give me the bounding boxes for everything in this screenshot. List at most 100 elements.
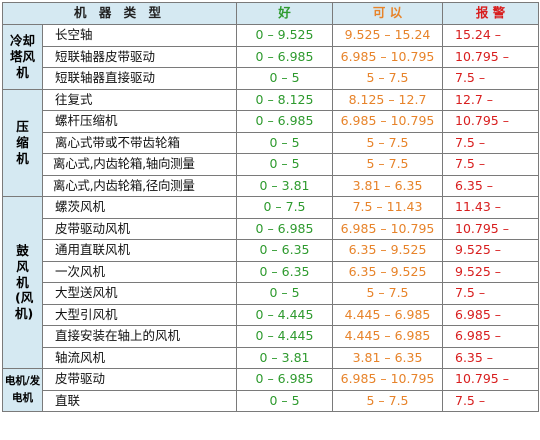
acceptable-cell: 5 – 7.5 bbox=[332, 389, 443, 412]
acceptable-cell: 6.35 – 9.525 bbox=[332, 239, 443, 262]
good-cell: 0 – 8.125 bbox=[236, 88, 333, 111]
category-blower-fan: 鼓风机(风机) bbox=[2, 196, 43, 369]
alarm-cell: 6.985 – bbox=[442, 303, 539, 326]
vibration-severity-table: 机 器 类 型 好 可 以 报 警 冷却塔风机 长空轴 0 – 9.525 9.… bbox=[2, 2, 539, 412]
machine-cell: 往复式 bbox=[42, 88, 237, 111]
acceptable-cell: 6.35 – 9.525 bbox=[332, 260, 443, 283]
table-row: 冷却塔风机 长空轴 0 – 9.525 9.525 – 15.24 15.24 … bbox=[2, 24, 539, 90]
machine-cell: 螺杆压缩机 bbox=[42, 110, 237, 133]
table-row: 轴流风机 0 – 3.81 3.81 – 6.35 6.35 – bbox=[3, 346, 539, 369]
good-cell: 0 – 6.985 bbox=[236, 110, 333, 133]
table-row: 鼓风机(风机) 螺茨风机 0 – 7.5 7.5 – 11.43 11.43 – bbox=[2, 196, 539, 369]
machine-cell: 短联轴器皮带驱动 bbox=[42, 45, 237, 68]
alarm-cell: 9.525 – bbox=[442, 260, 539, 283]
table-row: 大型送风机 0 – 5 5 – 7.5 7.5 – bbox=[3, 282, 539, 305]
table-row: 电机/发电机 皮带驱动 0 – 6.985 6.985 – 10.795 10.… bbox=[2, 368, 539, 412]
machine-cell: 直联 bbox=[42, 389, 237, 412]
header-alarm: 报 警 bbox=[442, 2, 539, 25]
header-good: 好 bbox=[236, 2, 333, 25]
acceptable-cell: 6.985 – 10.795 bbox=[332, 217, 443, 240]
machine-cell: 直接安装在轴上的风机 bbox=[42, 325, 237, 348]
acceptable-cell: 5 – 7.5 bbox=[332, 131, 443, 154]
alarm-cell: 7.5 – bbox=[442, 131, 539, 154]
machine-cell: 皮带驱动风机 bbox=[42, 217, 237, 240]
good-cell: 0 – 3.81 bbox=[236, 174, 333, 197]
acceptable-cell: 5 – 7.5 bbox=[332, 282, 443, 305]
machine-cell: 轴流风机 bbox=[42, 346, 237, 369]
table-row: 大型引风机 0 – 4.445 4.445 – 6.985 6.985 – bbox=[3, 303, 539, 326]
header-row: 机 器 类 型 好 可 以 报 警 bbox=[2, 2, 539, 25]
machine-cell: 一次风机 bbox=[42, 260, 237, 283]
category-cooling-tower-fan: 冷却塔风机 bbox=[2, 24, 43, 90]
table-row: 通用直联风机 0 – 6.35 6.35 – 9.525 9.525 – bbox=[3, 239, 539, 262]
machine-cell: 离心式,内齿轮箱,径向测量 bbox=[42, 174, 237, 197]
machine-cell: 离心式带或不带齿轮箱 bbox=[42, 131, 237, 154]
acceptable-cell: 4.445 – 6.985 bbox=[332, 303, 443, 326]
good-cell: 0 – 5 bbox=[236, 67, 333, 90]
good-cell: 0 – 6.985 bbox=[236, 368, 333, 391]
alarm-cell: 7.5 – bbox=[442, 67, 539, 90]
acceptable-cell: 9.525 – 15.24 bbox=[332, 24, 443, 47]
acceptable-cell: 8.125 – 12.7 bbox=[332, 88, 443, 111]
table-row: 离心式带或不带齿轮箱 0 – 5 5 – 7.5 7.5 – bbox=[3, 131, 539, 154]
machine-cell: 大型引风机 bbox=[42, 303, 237, 326]
alarm-cell: 9.525 – bbox=[442, 239, 539, 262]
table-row: 皮带驱动风机 0 – 6.985 6.985 – 10.795 10.795 – bbox=[3, 217, 539, 240]
alarm-cell: 11.43 – bbox=[442, 196, 539, 219]
category-compressor: 压缩机 bbox=[2, 88, 43, 197]
table-row: 直接安装在轴上的风机 0 – 4.445 4.445 – 6.985 6.985… bbox=[3, 325, 539, 348]
table-row: 直联 0 – 5 5 – 7.5 7.5 – bbox=[3, 389, 539, 412]
good-cell: 0 – 4.445 bbox=[236, 303, 333, 326]
good-cell: 0 – 6.985 bbox=[236, 45, 333, 68]
good-cell: 0 – 5 bbox=[236, 131, 333, 154]
machine-cell: 长空轴 bbox=[42, 24, 237, 47]
acceptable-cell: 3.81 – 6.35 bbox=[332, 174, 443, 197]
good-cell: 0 – 5 bbox=[236, 153, 333, 176]
header-machine-type: 机 器 类 型 bbox=[2, 2, 237, 25]
alarm-cell: 7.5 – bbox=[442, 282, 539, 305]
alarm-cell: 6.35 – bbox=[442, 346, 539, 369]
acceptable-cell: 6.985 – 10.795 bbox=[332, 45, 443, 68]
good-cell: 0 – 6.35 bbox=[236, 260, 333, 283]
alarm-cell: 15.24 – bbox=[442, 24, 539, 47]
acceptable-cell: 7.5 – 11.43 bbox=[332, 196, 443, 219]
table-row: 短联轴器皮带驱动 0 – 6.985 6.985 – 10.795 10.795… bbox=[3, 45, 539, 68]
alarm-cell: 10.795 – bbox=[442, 45, 539, 68]
table-row: 短联轴器直接驱动 0 – 5 5 – 7.5 7.5 – bbox=[3, 67, 539, 90]
acceptable-cell: 3.81 – 6.35 bbox=[332, 346, 443, 369]
table-row: 离心式,内齿轮箱,径向测量 0 – 3.81 3.81 – 6.35 6.35 … bbox=[3, 174, 539, 197]
category-motor-generator: 电机/发电机 bbox=[2, 368, 43, 412]
machine-cell: 短联轴器直接驱动 bbox=[42, 67, 237, 90]
alarm-cell: 12.7 – bbox=[442, 88, 539, 111]
acceptable-cell: 5 – 7.5 bbox=[332, 153, 443, 176]
good-cell: 0 – 4.445 bbox=[236, 325, 333, 348]
machine-cell: 离心式,内齿轮箱,轴向测量 bbox=[42, 153, 237, 176]
good-cell: 0 – 5 bbox=[236, 389, 333, 412]
alarm-cell: 7.5 – bbox=[442, 389, 539, 412]
alarm-cell: 7.5 – bbox=[442, 153, 539, 176]
table-row: 一次风机 0 – 6.35 6.35 – 9.525 9.525 – bbox=[3, 260, 539, 283]
alarm-cell: 6.985 – bbox=[442, 325, 539, 348]
machine-cell: 皮带驱动 bbox=[42, 368, 237, 391]
alarm-cell: 10.795 – bbox=[442, 217, 539, 240]
machine-cell: 通用直联风机 bbox=[42, 239, 237, 262]
good-cell: 0 – 3.81 bbox=[236, 346, 333, 369]
machine-cell: 大型送风机 bbox=[42, 282, 237, 305]
alarm-cell: 10.795 – bbox=[442, 110, 539, 133]
alarm-cell: 10.795 – bbox=[442, 368, 539, 391]
acceptable-cell: 4.445 – 6.985 bbox=[332, 325, 443, 348]
acceptable-cell: 5 – 7.5 bbox=[332, 67, 443, 90]
good-cell: 0 – 7.5 bbox=[236, 196, 333, 219]
good-cell: 0 – 6.35 bbox=[236, 239, 333, 262]
alarm-cell: 6.35 – bbox=[442, 174, 539, 197]
table-row: 离心式,内齿轮箱,轴向测量 0 – 5 5 – 7.5 7.5 – bbox=[3, 153, 539, 176]
header-acceptable: 可 以 bbox=[332, 2, 443, 25]
table-row: 压缩机 往复式 0 – 8.125 8.125 – 12.7 12.7 – bbox=[2, 88, 539, 197]
acceptable-cell: 6.985 – 10.795 bbox=[332, 368, 443, 391]
table-row: 螺杆压缩机 0 – 6.985 6.985 – 10.795 10.795 – bbox=[3, 110, 539, 133]
good-cell: 0 – 5 bbox=[236, 282, 333, 305]
good-cell: 0 – 6.985 bbox=[236, 217, 333, 240]
acceptable-cell: 6.985 – 10.795 bbox=[332, 110, 443, 133]
machine-cell: 螺茨风机 bbox=[42, 196, 237, 219]
good-cell: 0 – 9.525 bbox=[236, 24, 333, 47]
